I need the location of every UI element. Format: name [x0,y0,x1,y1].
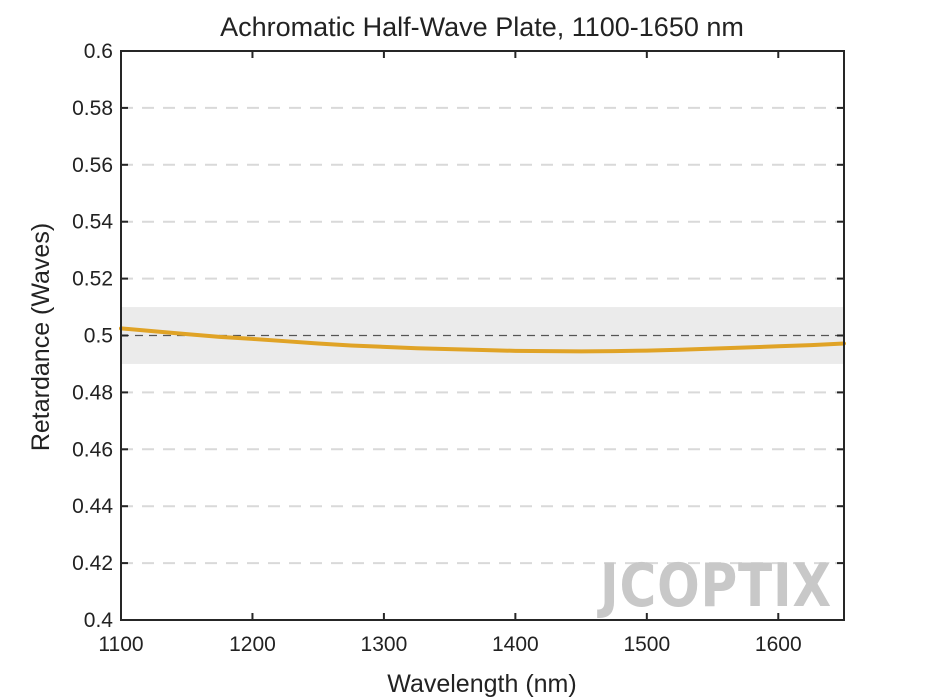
y-tick-label: 0.54 [72,211,113,234]
y-axis-label: Retardance (Waves) [27,223,55,451]
grid-lines [121,106,844,565]
y-tick-label: 0.5 [84,325,113,348]
y-tick-label: 0.58 [72,97,113,120]
series-line [119,326,846,354]
tolerance-band [121,307,844,364]
plot-area: JCOPTIX [119,50,846,621]
chart-title: Achromatic Half-Wave Plate, 1100-1650 nm [220,12,744,42]
x-axis: 1100 1200 1300 1400 1500 1600 [98,51,802,656]
y-tick-label: 0.52 [72,268,113,291]
x-tick-label: 1600 [755,633,802,656]
y-tick-label: 0.48 [72,381,113,404]
y-axis: 0.4 0.42 0.44 0.46 0.48 0.5 0.52 0.54 0.56 0.58 0.… [72,40,844,632]
y-tick-label: 0.42 [72,552,113,575]
watermark-logo: JCOPTIX [597,551,832,621]
x-tick-label: 1100 [98,633,143,656]
watermark-text: JCOPTIX [597,551,832,621]
y-tick-label: 0.56 [72,154,113,177]
y-tick-label: 0.6 [84,40,113,63]
x-axis-label: Wavelength (nm) [387,670,576,698]
y-tick-label: 0.46 [72,438,113,461]
y-tick-label: 0.4 [84,609,114,632]
y-tick-label: 0.44 [72,495,113,518]
x-tick-label: 1200 [229,633,276,656]
x-tick-label: 1300 [361,633,408,656]
x-tick-label: 1500 [623,633,670,656]
x-tick-label: 1400 [492,633,539,656]
